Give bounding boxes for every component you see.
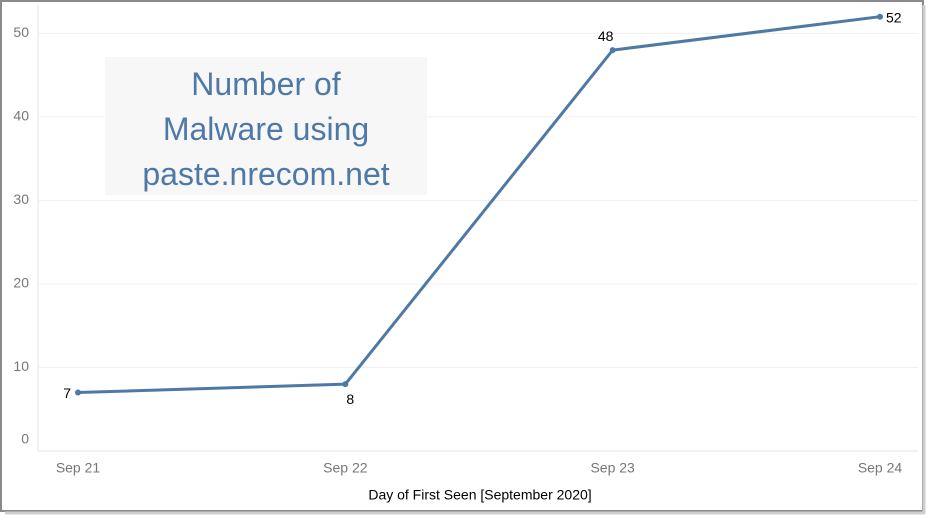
y-tick-label: 10 bbox=[13, 358, 29, 374]
y-tick-label: 50 bbox=[13, 24, 29, 40]
x-tick-label: Sep 22 bbox=[323, 460, 368, 476]
y-tick-label: 0 bbox=[21, 431, 29, 447]
x-tick-label: Sep 21 bbox=[56, 460, 101, 476]
data-label: 48 bbox=[598, 28, 614, 44]
data-label: 7 bbox=[63, 385, 71, 401]
point bbox=[609, 47, 616, 54]
line bbox=[77, 15, 881, 395]
y-tick-label: 20 bbox=[13, 275, 29, 291]
y-tick-label: 40 bbox=[13, 108, 29, 124]
y-tick-label: 30 bbox=[13, 191, 29, 207]
x-tick-label: Sep 23 bbox=[590, 460, 635, 476]
chart-title: Number of Malware using paste.nrecom.net bbox=[105, 57, 427, 195]
x-axis-title: Day of First Seen [September 2020] bbox=[368, 487, 591, 503]
x-tick-label: Sep 24 bbox=[858, 460, 903, 476]
data-label: 52 bbox=[886, 9, 902, 25]
data-label: 8 bbox=[346, 391, 354, 407]
point bbox=[75, 389, 81, 396]
point bbox=[877, 13, 883, 20]
point bbox=[342, 381, 349, 388]
